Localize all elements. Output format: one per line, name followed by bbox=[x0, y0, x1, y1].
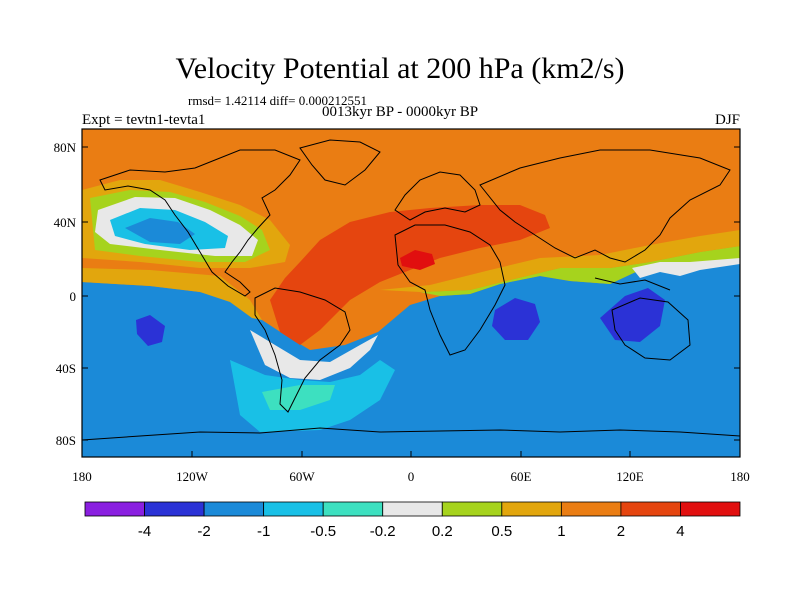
colorbar-label: -0.5 bbox=[310, 523, 336, 540]
lat-label-40s: 40S bbox=[56, 361, 76, 376]
colorbar-swatch bbox=[144, 501, 205, 517]
colorbar-label: -0.2 bbox=[370, 523, 396, 540]
stats-text: rmsd= 1.42114 diff= 0.000212551 bbox=[188, 93, 367, 108]
lat-label-0: 0 bbox=[70, 289, 77, 304]
colorbar-swatch bbox=[680, 501, 741, 517]
colorbar-label: -4 bbox=[138, 523, 151, 540]
longitude-axis bbox=[81, 451, 741, 457]
coastline-asia bbox=[479, 149, 731, 263]
lat-label-80n: 80N bbox=[54, 140, 77, 155]
colorbar-swatch bbox=[441, 501, 503, 517]
colorbar-label: 0.5 bbox=[491, 523, 512, 540]
lon-label-60e: 60E bbox=[511, 469, 532, 484]
colorbar-label: 0.2 bbox=[432, 523, 453, 540]
lat-label-40n: 40N bbox=[54, 215, 77, 230]
colorbar-swatch bbox=[203, 501, 265, 517]
coastlines bbox=[82, 139, 740, 441]
coastline-south-america bbox=[254, 287, 351, 413]
colorbar-label: 2 bbox=[617, 523, 625, 540]
colorbar-swatch bbox=[263, 501, 324, 517]
coastline-north-america bbox=[99, 149, 301, 297]
map-title: Velocity Potential at 200 hPa (km2/s) bbox=[175, 52, 625, 85]
lon-label-120w: 120W bbox=[176, 469, 209, 484]
colorbar-swatch bbox=[84, 501, 145, 517]
period-text: 0013kyr BP - 0000kyr BP bbox=[322, 104, 479, 120]
experiment-label: Expt = tevtn1-tevta1 bbox=[82, 112, 206, 128]
lon-label-120e: 120E bbox=[616, 469, 644, 484]
colorbar-swatch bbox=[560, 501, 622, 517]
lon-label-0: 0 bbox=[408, 469, 415, 484]
coastline-antarctica bbox=[82, 427, 740, 441]
coastline-europe bbox=[394, 171, 481, 221]
colorbar-label: -2 bbox=[197, 523, 210, 540]
lat-label-80s: 80S bbox=[56, 433, 76, 448]
latitude-axis bbox=[82, 146, 740, 441]
coastline-indonesia bbox=[594, 277, 671, 291]
colorbar-swatch bbox=[382, 501, 443, 517]
lon-label-180w: 180 bbox=[72, 469, 92, 484]
velocity-potential-field bbox=[82, 129, 740, 457]
coastline-greenland bbox=[299, 139, 381, 186]
lon-label-180e: 180 bbox=[730, 469, 750, 484]
lon-label-60w: 60W bbox=[289, 469, 315, 484]
colorbar-swatch bbox=[322, 501, 384, 517]
season-label: DJF bbox=[714, 112, 740, 128]
colorbar-label: 4 bbox=[676, 523, 684, 540]
coastline-africa bbox=[394, 224, 506, 356]
colorbar-swatch bbox=[501, 501, 562, 517]
coastline-australia bbox=[611, 297, 691, 361]
colorbar: -4 -2 -1 -0.5 -0.2 0.2 0.5 1 2 4 bbox=[84, 501, 741, 540]
colorbar-label: -1 bbox=[257, 523, 270, 540]
colorbar-label: 1 bbox=[557, 523, 565, 540]
colorbar-swatch bbox=[620, 501, 681, 517]
